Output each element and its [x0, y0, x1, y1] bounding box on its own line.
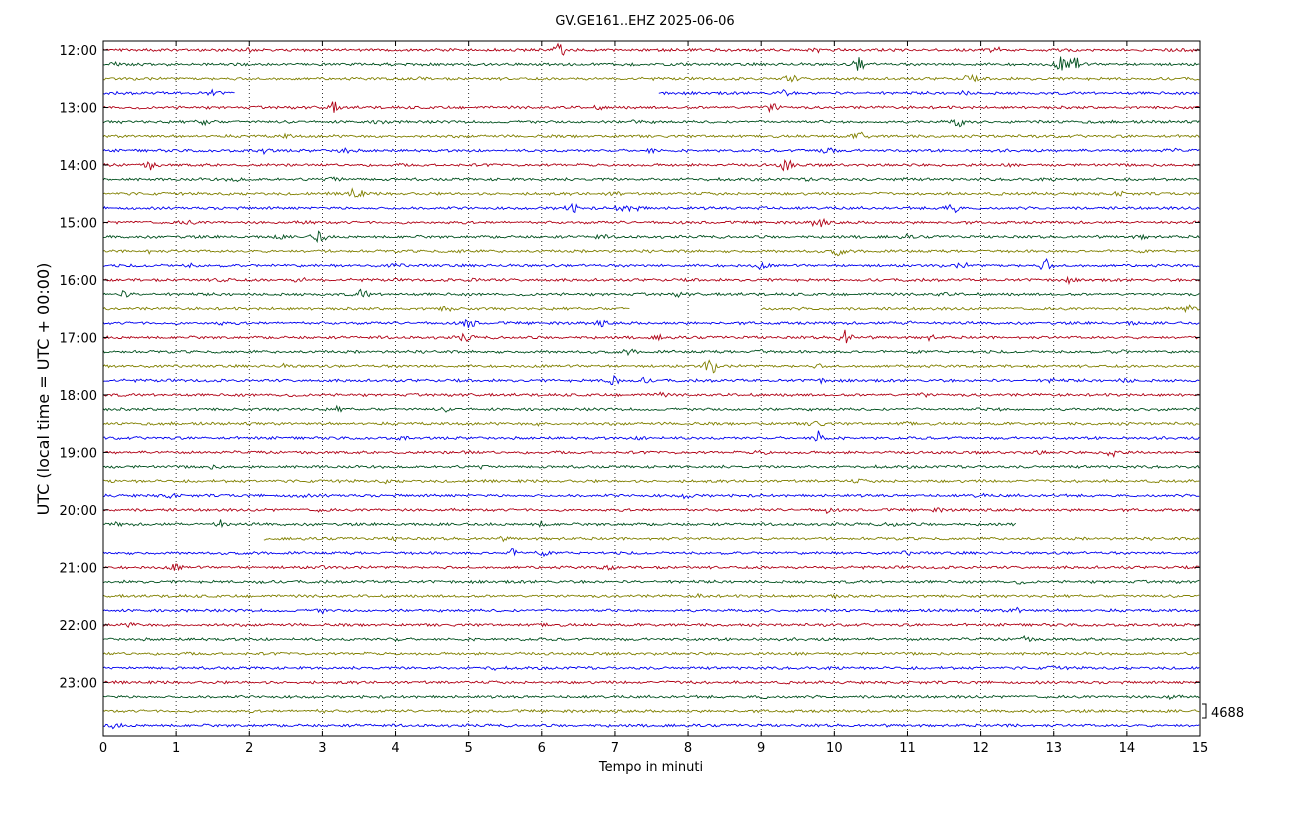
x-tick-label: 0	[99, 741, 107, 756]
seismic-trace	[102, 391, 1200, 399]
plot-frame	[102, 40, 1201, 737]
seismic-trace	[102, 88, 1200, 97]
y-tick-label: 23:00	[60, 676, 97, 691]
chart-title: GV.GE161..EHZ 2025-06-06	[555, 14, 734, 29]
y-tick-label: 15:00	[60, 216, 97, 231]
x-tick-label: 3	[318, 741, 326, 756]
seismic-trace	[102, 217, 1200, 228]
seismic-trace	[102, 248, 1200, 257]
seismic-trace	[102, 73, 1200, 83]
y-axis-ticks: 12:00 13:00 14:00 15:00 16:00 17:00 18:00 19:00…	[60, 44, 1200, 691]
y-tick-label: 12:00	[60, 44, 97, 59]
seismic-trace	[102, 101, 1200, 114]
vertical-gridlines	[175, 41, 1128, 736]
x-tick-label: 8	[684, 741, 692, 756]
y-tick-label: 22:00	[60, 619, 97, 634]
seismic-trace	[102, 563, 1200, 572]
scale-bracket	[1202, 703, 1207, 719]
seismic-trace	[102, 56, 1200, 71]
seismic-trace	[102, 606, 1200, 615]
x-tick-label: 6	[538, 741, 546, 756]
seismic-trace	[102, 478, 1200, 485]
seismic-trace	[102, 158, 1200, 172]
seismic-trace	[102, 359, 1200, 374]
x-tick-label: 9	[757, 741, 765, 756]
x-tick-label: 15	[1192, 741, 1209, 756]
seismic-trace	[102, 275, 1200, 286]
seismic-trace	[102, 374, 1200, 386]
x-tick-label: 10	[826, 741, 843, 756]
seismic-trace	[102, 592, 1200, 600]
seismic-trace	[102, 464, 1200, 470]
seismic-trace	[102, 621, 1200, 628]
seismic-trace	[102, 147, 1200, 155]
y-tick-label: 16:00	[60, 274, 97, 289]
seismic-trace	[102, 694, 1200, 701]
y-tick-label: 21:00	[60, 561, 97, 576]
seismic-trace	[102, 679, 1200, 685]
seismic-trace	[102, 118, 1200, 128]
seismic-trace	[263, 535, 1200, 543]
seismic-trace	[102, 492, 1200, 500]
seismic-trace	[102, 449, 1200, 458]
seismic-trace	[102, 304, 1200, 314]
seismic-trace	[102, 404, 1200, 413]
x-tick-label: 14	[1119, 741, 1136, 756]
x-tick-label: 4	[391, 741, 399, 756]
seismic-trace	[102, 176, 1200, 183]
x-tick-label: 1	[172, 741, 180, 756]
seismic-trace	[102, 348, 1200, 357]
y-tick-label: 20:00	[60, 504, 97, 519]
seismic-trace	[102, 202, 1200, 214]
seismic-trace	[103, 230, 1200, 244]
seismic-trace	[102, 651, 1200, 657]
y-tick-label: 17:00	[60, 331, 97, 346]
seismic-trace	[102, 42, 1200, 56]
x-tick-label: 13	[1045, 741, 1062, 756]
seismic-trace	[102, 288, 1200, 298]
seismic-trace	[102, 329, 1200, 344]
seismic-trace	[102, 722, 1200, 730]
seismic-trace	[102, 420, 1200, 427]
y-tick-label: 14:00	[60, 159, 97, 174]
scale-label: 4688	[1211, 706, 1244, 721]
seismic-trace	[102, 708, 1200, 714]
seismic-trace	[102, 131, 1200, 140]
seismic-trace	[102, 548, 1200, 558]
seismic-trace	[102, 318, 1200, 328]
seismic-trace	[102, 507, 1200, 515]
seismic-trace	[102, 519, 1017, 529]
x-axis-ticks: 0 1 2 3 4 5 6 7 8 9 10 11 12 13 14 15	[99, 41, 1208, 756]
x-axis-label: Tempo in minuti	[598, 760, 703, 775]
y-tick-label: 13:00	[60, 101, 97, 116]
seismic-trace	[102, 187, 1200, 198]
y-tick-label: 18:00	[60, 389, 97, 404]
x-tick-label: 5	[465, 741, 473, 756]
seismic-trace	[102, 635, 1200, 643]
x-tick-label: 7	[611, 741, 619, 756]
seismic-trace	[102, 430, 1200, 442]
amplitude-scale-bar: 4688	[1202, 703, 1244, 721]
seismic-trace	[102, 257, 1200, 271]
x-tick-label: 12	[972, 741, 989, 756]
seismic-trace	[102, 665, 1200, 672]
y-tick-label: 19:00	[60, 446, 97, 461]
seismic-trace	[102, 579, 1200, 585]
x-tick-label: 11	[899, 741, 916, 756]
y-axis-label: UTC (local time = UTC + 00:00)	[34, 263, 53, 516]
seismic-traces	[102, 42, 1200, 730]
x-tick-label: 2	[245, 741, 253, 756]
